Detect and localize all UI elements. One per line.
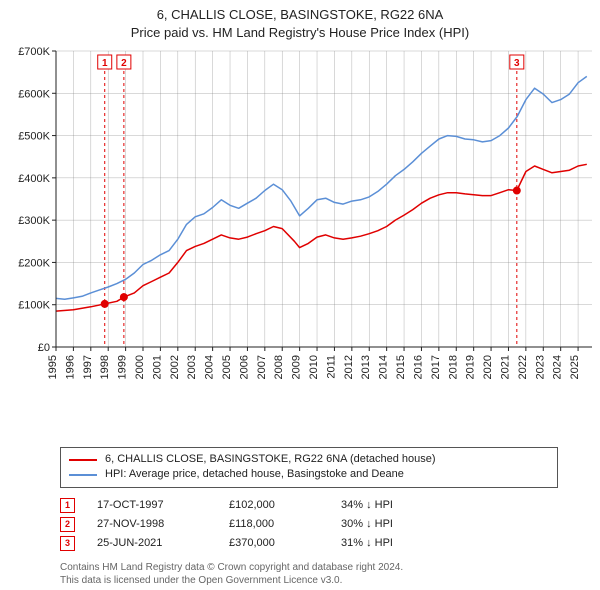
svg-text:1996: 1996 bbox=[64, 355, 76, 379]
svg-text:£700K: £700K bbox=[18, 46, 50, 58]
svg-text:3: 3 bbox=[514, 58, 520, 69]
sale-badge: 2 bbox=[60, 517, 75, 532]
chart-title: 6, CHALLIS CLOSE, BASINGSTOKE, RG22 6NA … bbox=[0, 0, 600, 41]
svg-text:£500K: £500K bbox=[18, 131, 50, 143]
svg-text:2020: 2020 bbox=[482, 355, 494, 379]
svg-text:2010: 2010 bbox=[308, 355, 320, 379]
svg-text:£200K: £200K bbox=[18, 258, 50, 270]
series-legend: 6, CHALLIS CLOSE, BASINGSTOKE, RG22 6NA … bbox=[60, 447, 558, 488]
svg-text:2: 2 bbox=[121, 58, 127, 69]
svg-text:£300K: £300K bbox=[18, 215, 50, 227]
legend-row: HPI: Average price, detached house, Basi… bbox=[69, 467, 549, 482]
chart-svg: £0 £100K £200K £300K £400K £500K £600K £700K 199… bbox=[0, 41, 600, 441]
svg-text:1: 1 bbox=[102, 58, 108, 69]
svg-text:2009: 2009 bbox=[291, 355, 303, 379]
svg-text:2007: 2007 bbox=[256, 355, 268, 379]
sale-date: 27-NOV-1998 bbox=[97, 518, 207, 530]
svg-text:2006: 2006 bbox=[238, 355, 250, 379]
sale-diff: 34% ↓ HPI bbox=[341, 499, 393, 511]
footer-line2: This data is licensed under the Open Gov… bbox=[60, 574, 560, 587]
svg-text:1995: 1995 bbox=[47, 355, 59, 379]
sale-price: £118,000 bbox=[229, 518, 319, 530]
footer-line1: Contains HM Land Registry data © Crown c… bbox=[60, 561, 560, 574]
svg-text:2014: 2014 bbox=[378, 355, 390, 379]
svg-text:2003: 2003 bbox=[186, 355, 198, 379]
svg-text:2015: 2015 bbox=[395, 355, 407, 379]
svg-text:2004: 2004 bbox=[204, 355, 216, 379]
sale-badge: 1 bbox=[60, 498, 75, 513]
svg-text:1999: 1999 bbox=[117, 355, 129, 379]
sale-price: £102,000 bbox=[229, 499, 319, 511]
svg-text:£100K: £100K bbox=[18, 300, 50, 312]
legend-label: 6, CHALLIS CLOSE, BASINGSTOKE, RG22 6NA … bbox=[105, 452, 436, 467]
svg-text:2012: 2012 bbox=[343, 355, 355, 379]
sale-price: £370,000 bbox=[229, 537, 319, 549]
sale-row: 3 25-JUN-2021 £370,000 31% ↓ HPI bbox=[60, 534, 600, 553]
sale-row: 1 17-OCT-1997 £102,000 34% ↓ HPI bbox=[60, 496, 600, 515]
svg-text:2025: 2025 bbox=[569, 355, 581, 379]
svg-text:1998: 1998 bbox=[99, 355, 111, 379]
svg-text:2005: 2005 bbox=[221, 355, 233, 379]
svg-text:2017: 2017 bbox=[430, 355, 442, 379]
svg-text:2011: 2011 bbox=[325, 355, 337, 379]
svg-text:£600K: £600K bbox=[18, 88, 50, 100]
svg-text:2002: 2002 bbox=[169, 355, 181, 379]
svg-text:1997: 1997 bbox=[82, 355, 94, 379]
sale-row: 2 27-NOV-1998 £118,000 30% ↓ HPI bbox=[60, 515, 600, 534]
footer-attribution: Contains HM Land Registry data © Crown c… bbox=[60, 561, 560, 587]
svg-text:£400K: £400K bbox=[18, 173, 50, 185]
price-chart: £0 £100K £200K £300K £400K £500K £600K £700K 199… bbox=[0, 41, 600, 441]
svg-text:2001: 2001 bbox=[151, 355, 163, 379]
sale-badge: 3 bbox=[60, 536, 75, 551]
title-line1: 6, CHALLIS CLOSE, BASINGSTOKE, RG22 6NA bbox=[0, 6, 600, 24]
title-line2: Price paid vs. HM Land Registry's House … bbox=[0, 24, 600, 42]
sale-diff: 30% ↓ HPI bbox=[341, 518, 393, 530]
sale-date: 25-JUN-2021 bbox=[97, 537, 207, 549]
legend-label: HPI: Average price, detached house, Basi… bbox=[105, 467, 404, 482]
svg-text:2018: 2018 bbox=[447, 355, 459, 379]
svg-text:2019: 2019 bbox=[465, 355, 477, 379]
sale-date: 17-OCT-1997 bbox=[97, 499, 207, 511]
sales-legend: 1 17-OCT-1997 £102,000 34% ↓ HPI 2 27-NOV-199… bbox=[60, 496, 600, 553]
legend-row: 6, CHALLIS CLOSE, BASINGSTOKE, RG22 6NA … bbox=[69, 452, 549, 467]
legend-swatch bbox=[69, 474, 97, 476]
sale-diff: 31% ↓ HPI bbox=[341, 537, 393, 549]
legend-swatch bbox=[69, 459, 97, 461]
svg-text:2013: 2013 bbox=[360, 355, 372, 379]
svg-text:2024: 2024 bbox=[552, 355, 564, 379]
svg-text:2023: 2023 bbox=[534, 355, 546, 379]
svg-text:2022: 2022 bbox=[517, 355, 529, 379]
svg-text:2021: 2021 bbox=[499, 355, 511, 379]
svg-text:2016: 2016 bbox=[412, 355, 424, 379]
svg-text:2008: 2008 bbox=[273, 355, 285, 379]
svg-text:2000: 2000 bbox=[134, 355, 146, 379]
svg-text:£0: £0 bbox=[38, 342, 50, 354]
